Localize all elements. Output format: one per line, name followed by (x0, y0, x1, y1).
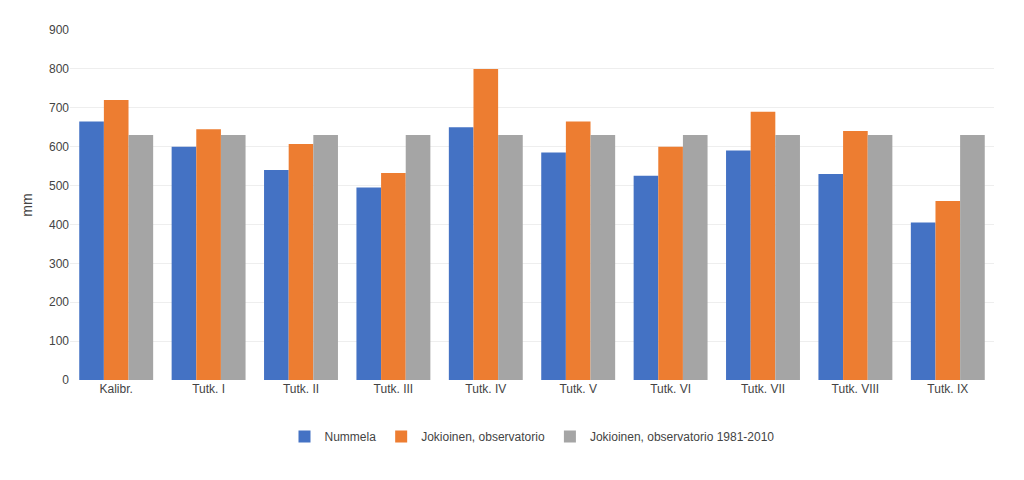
svg-text:400: 400 (49, 218, 69, 232)
svg-text:Tutk. I: Tutk. I (192, 382, 225, 396)
svg-text:Jokioinen, observatorio 1981-2: Jokioinen, observatorio 1981-2010 (590, 430, 774, 444)
svg-text:900: 900 (49, 23, 69, 37)
svg-text:800: 800 (49, 62, 69, 76)
svg-text:Tutk. VI: Tutk. VI (650, 382, 691, 396)
svg-text:Tutk. IV: Tutk. IV (465, 382, 506, 396)
svg-text:Kalibr.: Kalibr. (100, 382, 133, 396)
svg-text:200: 200 (49, 295, 69, 309)
svg-text:700: 700 (49, 101, 69, 115)
svg-text:600: 600 (49, 140, 69, 154)
svg-text:Tutk. VII: Tutk. VII (741, 382, 785, 396)
svg-text:Jokioinen, observatorio: Jokioinen, observatorio (421, 430, 545, 444)
svg-text:Tutk. V: Tutk. V (559, 382, 597, 396)
svg-text:100: 100 (49, 334, 69, 348)
svg-text:0: 0 (62, 373, 69, 387)
svg-text:Tutk. IX: Tutk. IX (927, 382, 968, 396)
svg-text:Nummela: Nummela (325, 430, 377, 444)
svg-text:mm: mm (19, 193, 35, 216)
svg-text:Tutk. VIII: Tutk. VIII (832, 382, 880, 396)
svg-text:300: 300 (49, 257, 69, 271)
svg-text:500: 500 (49, 179, 69, 193)
svg-text:Tutk. II: Tutk. II (283, 382, 319, 396)
svg-text:Tutk. III: Tutk. III (374, 382, 414, 396)
